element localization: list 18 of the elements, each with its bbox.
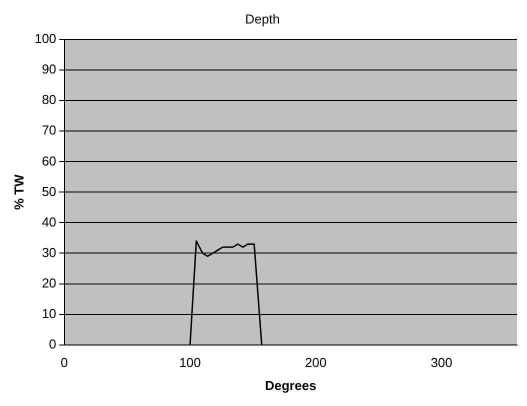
y-tick-label: 70 — [42, 122, 56, 138]
y-axis-title: % TW — [11, 174, 26, 210]
y-tick-label: 0 — [49, 336, 56, 352]
y-tick-label: 80 — [42, 92, 56, 108]
x-axis-title: Degrees — [264, 378, 316, 393]
y-tick-label: 40 — [42, 214, 56, 230]
y-tick-label: 10 — [42, 306, 56, 321]
y-tick-label: 20 — [42, 275, 56, 290]
chart-title: Depth — [245, 11, 280, 26]
y-tick-label: 30 — [42, 244, 56, 260]
x-tick-label: 200 — [304, 355, 327, 370]
y-tick-label: 60 — [42, 153, 56, 168]
y-tick-label: 100 — [34, 31, 56, 46]
y-tick-label: 50 — [42, 184, 56, 199]
x-tick-label: 100 — [179, 355, 201, 370]
y-tick-label: 90 — [42, 62, 56, 77]
x-tick-label: 0 — [60, 355, 68, 370]
x-tick-label: 300 — [430, 355, 452, 370]
